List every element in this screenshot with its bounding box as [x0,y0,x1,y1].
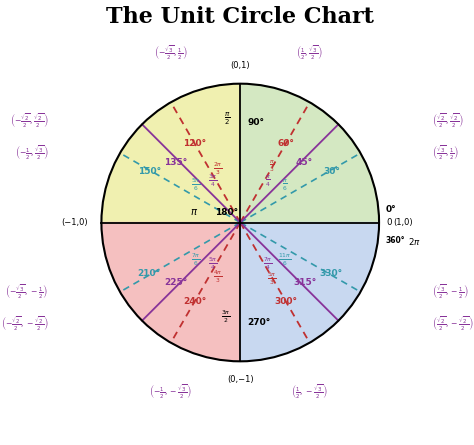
Text: $\left(\frac{1}{2},\frac{\sqrt{3}}{2}\right)$: $\left(\frac{1}{2},\frac{\sqrt{3}}{2}\ri… [296,44,323,62]
Text: $\frac{5\pi}{3}$: $\frac{5\pi}{3}$ [267,271,277,287]
Text: 30°: 30° [323,166,340,176]
Text: 210°: 210° [137,269,161,279]
Text: 360°: 360° [386,236,405,245]
Text: 270°: 270° [247,318,271,327]
Text: $\pi$: $\pi$ [191,207,199,217]
Text: 60°: 60° [278,139,294,148]
Text: (0,1): (0,1) [230,61,250,70]
Text: 135°: 135° [164,158,188,167]
Text: $\left(-\frac{1}{2},-\frac{\sqrt{3}}{2}\right)$: $\left(-\frac{1}{2},-\frac{\sqrt{3}}{2}\… [149,383,192,401]
Text: $\frac{7\pi}{4}$: $\frac{7\pi}{4}$ [263,255,273,272]
Text: $\left(-\frac{\sqrt{3}}{2},-\frac{1}{2}\right)$: $\left(-\frac{\sqrt{3}}{2},-\frac{1}{2}\… [6,283,49,301]
Text: $\left(\frac{\sqrt{2}}{2},-\frac{\sqrt{2}}{2}\right)$: $\left(\frac{\sqrt{2}}{2},-\frac{\sqrt{2… [432,315,474,333]
Text: $\frac{7\pi}{6}$: $\frac{7\pi}{6}$ [191,252,201,268]
Text: 330°: 330° [320,269,343,279]
Wedge shape [101,222,240,361]
Text: 0°: 0° [386,205,397,214]
Text: 240°: 240° [183,297,206,306]
Text: $\left(\frac{\sqrt{3}}{2},\frac{1}{2}\right)$: $\left(\frac{\sqrt{3}}{2},\frac{1}{2}\ri… [432,144,459,162]
Text: $\left(-\frac{\sqrt{3}}{2},\frac{1}{2}\right)$: $\left(-\frac{\sqrt{3}}{2},\frac{1}{2}\r… [154,44,188,62]
Text: 300°: 300° [274,297,298,306]
Wedge shape [101,84,240,222]
Text: $\frac{\pi}{4}$: $\frac{\pi}{4}$ [265,174,271,189]
Text: $\left(-\frac{1}{2},\frac{\sqrt{3}}{2}\right)$: $\left(-\frac{1}{2},\frac{\sqrt{3}}{2}\r… [15,144,49,162]
Text: 0: 0 [386,218,392,227]
Text: $\frac{\pi}{3}$: $\frac{\pi}{3}$ [269,158,275,174]
Text: $\frac{\pi}{2}$: $\frac{\pi}{2}$ [224,110,230,127]
Text: $\frac{2\pi}{3}$: $\frac{2\pi}{3}$ [213,160,223,177]
Text: 90°: 90° [247,118,264,127]
Text: 315°: 315° [293,278,316,287]
Text: $\frac{5\pi}{4}$: $\frac{5\pi}{4}$ [208,255,218,272]
Text: $\left(-\frac{\sqrt{2}}{2},\frac{\sqrt{2}}{2}\right)$: $\left(-\frac{\sqrt{2}}{2},\frac{\sqrt{2… [10,112,49,130]
Wedge shape [240,222,379,361]
Text: The Unit Circle Chart: The Unit Circle Chart [106,6,374,28]
Text: 45°: 45° [296,158,313,167]
Text: $\left(-\frac{\sqrt{2}}{2},-\frac{\sqrt{2}}{2}\right)$: $\left(-\frac{\sqrt{2}}{2},-\frac{\sqrt{… [0,315,49,333]
Text: $\left(\frac{1}{2},-\frac{\sqrt{3}}{2}\right)$: $\left(\frac{1}{2},-\frac{\sqrt{3}}{2}\r… [292,383,328,401]
Text: (1,0): (1,0) [393,218,412,227]
Text: (0,−1): (0,−1) [227,375,254,384]
Text: $\left(\frac{\sqrt{2}}{2},\frac{\sqrt{2}}{2}\right)$: $\left(\frac{\sqrt{2}}{2},\frac{\sqrt{2}… [432,112,464,130]
Wedge shape [240,84,379,222]
Text: $\frac{5\pi}{6}$: $\frac{5\pi}{6}$ [191,177,201,193]
Text: 150°: 150° [137,166,161,176]
Text: $\frac{3\pi}{4}$: $\frac{3\pi}{4}$ [208,173,218,190]
Text: 180°: 180° [215,208,238,217]
Text: 120°: 120° [183,139,206,148]
Text: $\left(\frac{\sqrt{3}}{2},-\frac{1}{2}\right)$: $\left(\frac{\sqrt{3}}{2},-\frac{1}{2}\r… [432,283,468,301]
Text: $\frac{4\pi}{3}$: $\frac{4\pi}{3}$ [213,268,223,285]
Text: $\frac{3\pi}{2}$: $\frac{3\pi}{2}$ [221,309,230,325]
Text: $\frac{11\pi}{6}$: $\frac{11\pi}{6}$ [278,252,292,268]
Text: $2\pi$: $2\pi$ [408,236,421,247]
Text: $\frac{\pi}{6}$: $\frac{\pi}{6}$ [282,178,288,193]
Text: 225°: 225° [164,278,188,287]
Text: (−1,0): (−1,0) [61,218,88,227]
